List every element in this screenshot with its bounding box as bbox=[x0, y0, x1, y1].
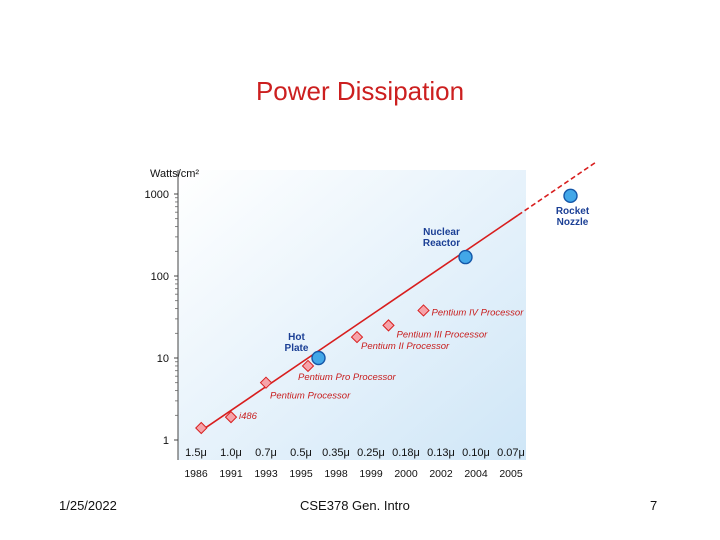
processor-marker bbox=[417, 304, 430, 317]
x-tick-label-process: 0.13μ bbox=[427, 447, 455, 459]
y-tick-label: 10 bbox=[157, 353, 169, 365]
x-tick-label-year: 2005 bbox=[499, 468, 523, 480]
x-tick-label-year: 1993 bbox=[254, 468, 278, 480]
x-tick-label-process: 1.5μ bbox=[185, 447, 207, 459]
y-ticks: 1000 100 10 1 bbox=[145, 189, 178, 447]
processor-marker bbox=[350, 330, 364, 344]
slide-title: Power Dissipation bbox=[255, 76, 465, 106]
x-tick-label-process: 0.35μ bbox=[322, 447, 350, 459]
y-tick-label: 100 bbox=[151, 271, 169, 283]
reference-label: Reactor bbox=[423, 238, 460, 249]
x-tick-label-year: 2000 bbox=[394, 468, 418, 480]
x-tick-label-year: 1991 bbox=[219, 468, 243, 480]
reference-label: Nuclear bbox=[423, 227, 460, 238]
footer-page-number: 7 bbox=[650, 498, 658, 513]
processor-label: Pentium Pro Processor bbox=[298, 372, 397, 383]
footer-date: 1/25/2022 bbox=[59, 498, 117, 513]
processor-marker bbox=[224, 410, 238, 424]
reference-label: Nozzle bbox=[557, 217, 589, 228]
reference-label: Plate bbox=[285, 343, 309, 354]
reference-label: Rocket bbox=[556, 206, 590, 217]
processor-label: Pentium Processor bbox=[270, 391, 351, 402]
x-tick-label-process: 0.07μ bbox=[497, 447, 525, 459]
processor-marker bbox=[195, 421, 208, 435]
x-tick-label-process: 0.25μ bbox=[357, 447, 385, 459]
x-tick-label-year: 1995 bbox=[289, 468, 313, 480]
x-tick-label-process: 0.10μ bbox=[462, 447, 490, 459]
reference-label: Hot bbox=[288, 332, 305, 343]
x-tick-label-year: 2004 bbox=[464, 468, 488, 480]
y-tick-label: 1000 bbox=[145, 189, 169, 201]
x-tick-label-process: 1.0μ bbox=[220, 447, 242, 459]
x-tick-label-year: 1986 bbox=[184, 468, 208, 480]
processor-label: i486 bbox=[239, 411, 258, 422]
processor-markers: i486 Pentium Processor Pentium Pro Process… bbox=[195, 304, 525, 435]
processor-label: Pentium IV Processor bbox=[432, 307, 525, 318]
x-tick-label-process: 0.7μ bbox=[255, 447, 277, 459]
x-tick-label-year: 1998 bbox=[324, 468, 348, 480]
y-tick-label: 1 bbox=[163, 435, 169, 447]
power-dissipation-chart: Watts/cm² 1000 100 10 1 1.5μ 1.0μ 0.7μ 0.5μ 0.3… bbox=[145, 162, 596, 480]
x-tick-label-year: 2002 bbox=[429, 468, 453, 480]
reference-marker bbox=[458, 249, 473, 265]
plot-area bbox=[178, 170, 526, 460]
footer-course: CSE378 Gen. Intro bbox=[300, 498, 410, 513]
reference-marker bbox=[563, 188, 578, 204]
processor-marker bbox=[301, 359, 315, 373]
processor-label: Pentium III Processor bbox=[397, 329, 489, 340]
x-tick-label-year: 1999 bbox=[359, 468, 383, 480]
x-ticks: 1.5μ 1.0μ 0.7μ 0.5μ 0.35μ 0.25μ 0.18μ 0.13μ 0.10… bbox=[184, 447, 525, 480]
processor-label: Pentium II Processor bbox=[361, 341, 450, 352]
reference-marker bbox=[311, 350, 326, 366]
x-tick-label-process: 0.5μ bbox=[290, 447, 312, 459]
processor-marker bbox=[382, 319, 395, 332]
x-tick-label-process: 0.18μ bbox=[392, 447, 420, 459]
processor-marker bbox=[259, 376, 273, 389]
y-axis-label: Watts/cm² bbox=[150, 168, 199, 180]
